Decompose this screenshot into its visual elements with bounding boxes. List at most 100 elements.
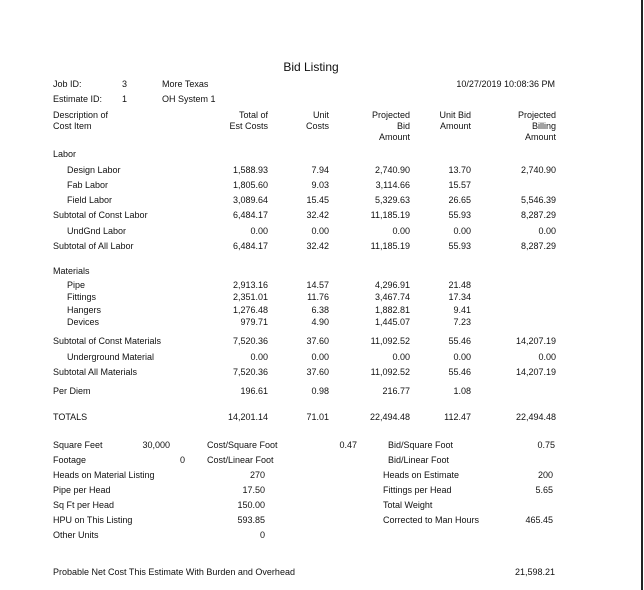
footage-value: 0 [179,455,185,465]
stat-label: Fittings per Head [383,485,452,495]
row-value: 0.00 [453,352,471,362]
job-id-label: Job ID: [53,79,82,89]
row-label: Labor [53,149,77,159]
row-label: Devices [67,317,100,327]
row-value: 21.48 [448,280,471,290]
row-label: Fittings [67,292,97,302]
square-feet-value: 30,000 [142,440,170,450]
probable-net-cost-value: 21,598.21 [514,567,555,577]
row-value: 11,185.19 [370,241,410,251]
estimate-id-value: 1 [122,94,128,104]
row-label: Subtotal All Materials [53,367,138,377]
row-value: 7,520.36 [232,367,268,377]
column-header: Est Costs [229,121,268,131]
stat-value: 270 [249,470,265,480]
stat-value: 593.85 [237,515,265,525]
column-header: Total of [238,110,268,120]
row-value: 22,494.48 [515,412,556,422]
row-label: Subtotal of All Labor [53,241,134,251]
row-value: 0.00 [250,226,268,236]
stat-label: Sq Ft per Head [53,500,115,510]
stat-label: HPU on This Listing [53,515,133,525]
row-value: 14.57 [306,280,329,290]
row-value: 15.45 [306,195,329,205]
row-value: 1.08 [453,386,471,396]
row-label: Subtotal of Const Materials [53,336,162,346]
row-value: 5,329.63 [374,195,410,205]
stat-value: 465.45 [525,515,553,525]
stat-label: Heads on Material Listing [53,470,155,480]
row-value: 55.46 [448,336,471,346]
column-header: Amount [378,132,410,142]
stat-value: 0 [259,530,265,540]
row-value: 55.46 [448,367,471,377]
row-value: 37.60 [306,367,329,377]
stat-label: Total Weight [383,500,433,510]
row-value: 11,092.52 [370,336,410,346]
estimate-id-label: Estimate ID: [53,94,103,104]
row-value: 2,740.90 [374,165,410,175]
estimate-name: OH System 1 [162,94,216,104]
stat-value: 17.50 [242,485,265,495]
row-value: 4.90 [311,317,329,327]
row-value: 112.47 [444,412,471,422]
row-value: 1,588.93 [232,165,268,175]
row-value: 4,296.91 [374,280,410,290]
job-name: More Texas [162,79,209,89]
column-header: Amount [524,132,556,142]
cost-sq-ft-label: Cost/Square Foot [207,440,278,450]
row-label: Hangers [67,305,102,315]
column-header: Unit [312,110,329,120]
square-feet-label: Square Feet [53,440,103,450]
row-value: 71.01 [306,412,329,422]
row-value: 0.00 [538,352,556,362]
row-value: 32.42 [306,210,329,220]
report-timestamp: 10/27/2019 10:08:36 PM [456,79,555,89]
column-header: Projected [517,110,556,120]
row-value: 13.70 [448,165,471,175]
row-value: 6,484.17 [232,241,268,251]
row-value: 3,114.66 [375,180,410,190]
row-value: 7.94 [311,165,329,175]
probable-net-cost-label: Probable Net Cost This Estimate With Bur… [53,567,295,577]
row-value: 3,467.74 [374,292,410,302]
row-label: Subtotal of Const Labor [53,210,148,220]
row-label: UndGnd Labor [67,226,127,236]
stat-value: 150.00 [237,500,265,510]
row-value: 7.23 [453,317,471,327]
row-label: Design Labor [67,165,121,175]
stat-value: 200 [537,470,553,480]
row-label: Pipe [67,280,86,290]
row-value: 14,207.19 [515,336,556,346]
stat-label: Other Units [53,530,99,540]
row-value: 7,520.36 [232,336,268,346]
row-value: 8,287.29 [520,210,556,220]
row-value: 6.38 [311,305,329,315]
row-value: 11.76 [307,292,329,302]
row-value: 9.41 [453,305,471,315]
bid-sq-ft-label: Bid/Square Foot [388,440,454,450]
row-value: 1,805.60 [232,180,268,190]
stat-label: Corrected to Man Hours [383,515,480,525]
column-header: Projected [371,110,410,120]
row-value: 0.00 [392,352,410,362]
column-header: Billing [531,121,556,131]
row-value: 196.61 [240,386,268,396]
row-value: 0.00 [311,226,329,236]
row-label: Per Diem [53,386,91,396]
row-value: 0.00 [250,352,268,362]
footage-label: Footage [53,455,87,465]
row-value: 9.03 [311,180,329,190]
row-value: 22,494.48 [369,412,410,422]
row-value: 26.65 [448,195,471,205]
report-title: Bid Listing [283,60,339,74]
row-value: 0.00 [392,226,410,236]
row-value: 1,445.07 [374,317,410,327]
row-value: 15.57 [448,180,471,190]
row-value: 216.77 [382,386,410,396]
stat-label: Pipe per Head [53,485,111,495]
row-value: 0.00 [538,226,556,236]
row-value: 3,089.64 [232,195,268,205]
row-value: 37.60 [306,336,329,346]
row-label: Fab Labor [67,180,109,190]
